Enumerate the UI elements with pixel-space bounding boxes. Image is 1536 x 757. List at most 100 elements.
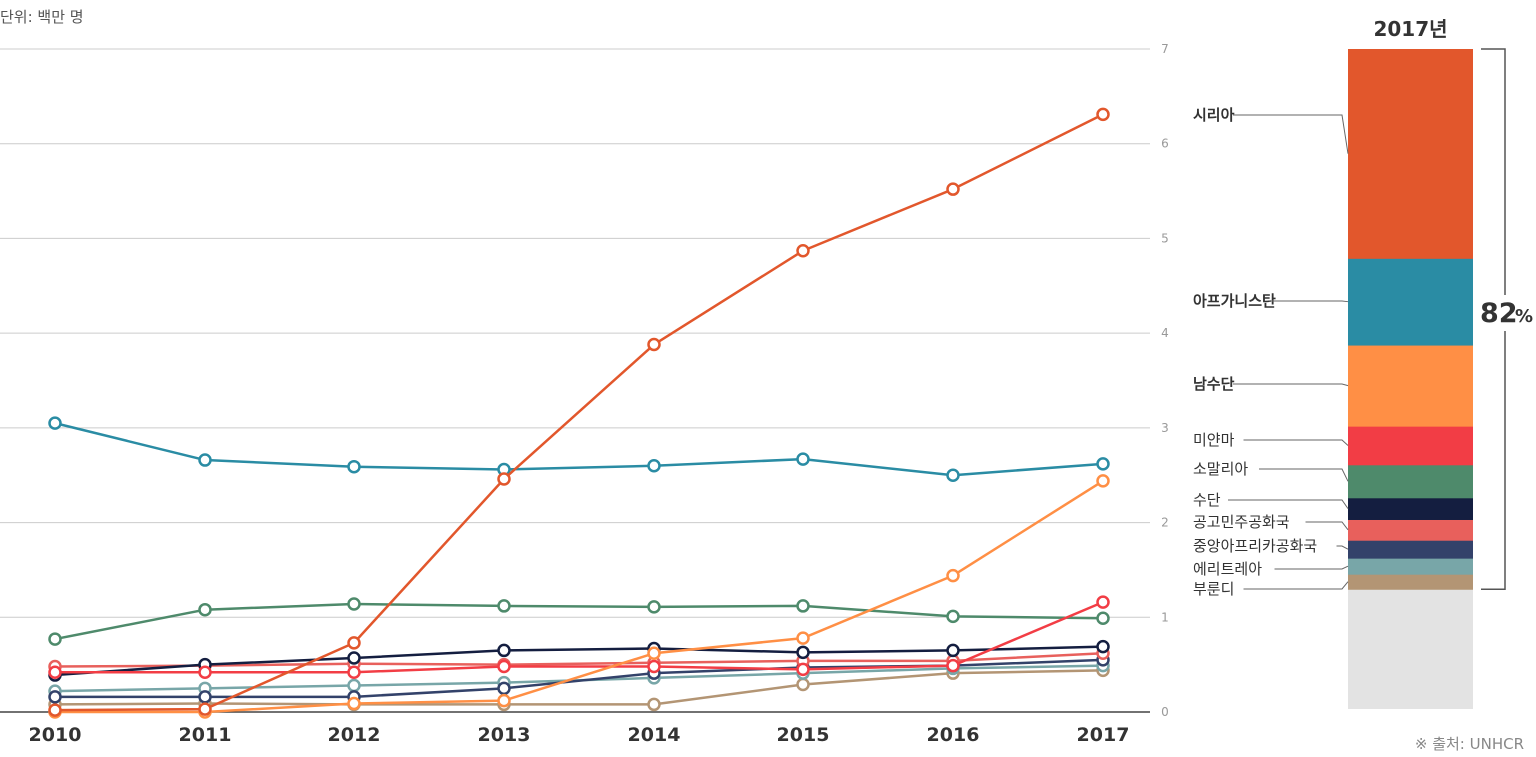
bar-segment [1348, 574, 1473, 590]
data-point [1096, 107, 1110, 122]
leader-line [1228, 499, 1349, 509]
bar-segment [1348, 464, 1473, 499]
bar-category-label: 공고민주공화국 [1193, 513, 1290, 531]
data-point [796, 677, 810, 692]
bar-segment [1348, 540, 1473, 559]
data-point [198, 602, 212, 617]
data-point [1096, 611, 1110, 625]
data-point [946, 643, 960, 658]
y-tick-label: 2 [1161, 516, 1169, 530]
bar-category-label: 중앙아프리카공화국 [1193, 537, 1317, 555]
data-point [497, 693, 511, 708]
data-point [347, 459, 361, 474]
series-line [54, 664, 1104, 693]
leader-line [1243, 439, 1349, 446]
bar-category-label: 에리트레아 [1193, 560, 1262, 578]
bar-segment [1348, 558, 1473, 575]
series-line [54, 652, 1104, 668]
percent-label: 82 [1480, 298, 1518, 329]
y-tick-label: 5 [1161, 231, 1169, 245]
data-point [796, 599, 810, 613]
series-line [54, 421, 1104, 477]
bar-title: 2017년 [1373, 17, 1447, 41]
data-point [1096, 457, 1110, 471]
data-point [796, 645, 810, 660]
y-tick-label: 3 [1161, 421, 1169, 435]
data-point [946, 468, 960, 482]
data-point [497, 659, 511, 674]
series-line [54, 669, 1104, 706]
data-point [198, 702, 212, 716]
data-point [497, 643, 511, 658]
data-point [796, 662, 810, 677]
data-point [347, 665, 361, 679]
data-point [198, 453, 212, 467]
bar-category-label: 시리아 [1193, 106, 1235, 124]
y-tick-label: 6 [1161, 137, 1169, 151]
bar-segment [1348, 258, 1473, 346]
data-point [347, 678, 361, 693]
data-point [48, 416, 62, 430]
x-tick-label: 2015 [777, 724, 830, 746]
bar-category-label: 수단 [1193, 491, 1221, 509]
data-point [647, 600, 661, 614]
x-tick-label: 2011 [179, 724, 232, 746]
bar-segment [1348, 345, 1473, 427]
source-label: ※ 출처: UNHCR [1414, 735, 1524, 753]
data-point [198, 690, 212, 704]
data-point [497, 681, 511, 696]
data-point [347, 636, 361, 650]
leader-line [1336, 545, 1349, 550]
x-tick-label: 2012 [328, 724, 381, 746]
data-point [1096, 474, 1110, 488]
leader-line [1233, 383, 1349, 387]
data-point [796, 631, 810, 645]
data-point [48, 665, 62, 679]
data-point [497, 472, 511, 486]
bar-category-label: 소말리아 [1193, 460, 1248, 478]
series-line [54, 602, 1104, 641]
bar-category-label: 남수단 [1193, 375, 1235, 393]
bar-category-label: 미얀마 [1193, 431, 1235, 449]
x-tick-label: 2010 [29, 724, 82, 746]
bar-segment [1348, 519, 1473, 541]
data-point [347, 597, 361, 611]
data-point [647, 646, 661, 661]
series-line [55, 600, 1104, 674]
data-point [647, 659, 661, 674]
data-point [48, 690, 62, 704]
series-line [54, 645, 1104, 677]
bar-segment [1348, 497, 1473, 520]
data-point [48, 632, 62, 646]
leader-line [1259, 468, 1349, 482]
data-point [347, 651, 361, 665]
data-point [1096, 595, 1110, 609]
data-point [946, 182, 960, 196]
data-point [347, 696, 361, 711]
y-tick-label: 4 [1161, 326, 1169, 340]
series-line [55, 479, 1104, 714]
data-point [497, 599, 511, 613]
bar-category-label: 아프가니스탄 [1193, 292, 1276, 310]
bar-category-label: 부룬디 [1193, 580, 1234, 598]
data-point [946, 658, 960, 673]
x-tick-label: 2017 [1077, 724, 1130, 746]
percent-sign: % [1515, 306, 1533, 327]
series-line [54, 113, 1104, 712]
bar-segment [1348, 426, 1473, 466]
unit-label: 단위: 백만 명 [0, 8, 84, 26]
x-tick-label: 2013 [478, 724, 531, 746]
x-tick-label: 2016 [927, 724, 980, 746]
data-point [796, 243, 810, 258]
data-point [647, 697, 661, 712]
data-point [1096, 639, 1110, 654]
y-tick-label: 7 [1161, 42, 1169, 56]
leader-line [1305, 521, 1349, 531]
bar-segment-other [1348, 589, 1473, 709]
data-point [198, 665, 212, 679]
y-tick-label: 1 [1161, 610, 1169, 624]
x-tick-label: 2014 [628, 724, 681, 746]
percent-label-bg [1478, 295, 1536, 331]
data-point [647, 337, 661, 352]
